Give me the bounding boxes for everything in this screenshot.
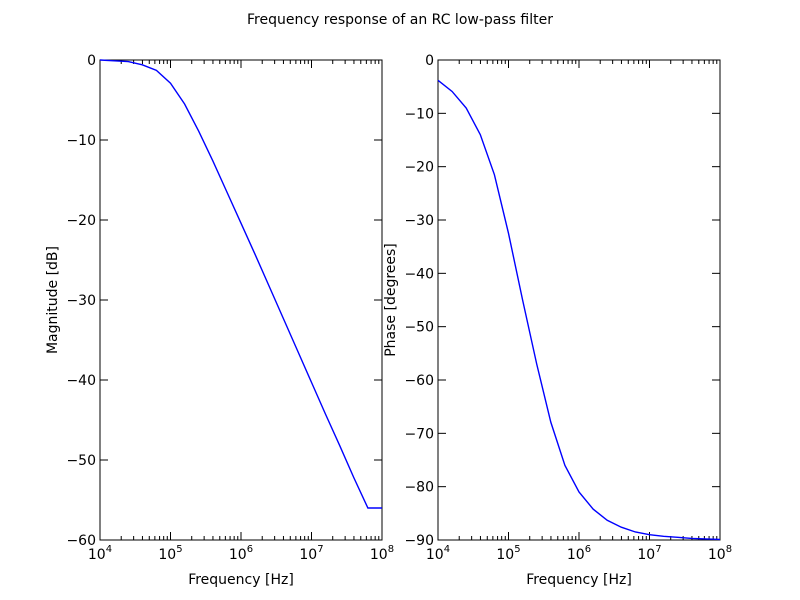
phase-panel: 104 105 106 107 1080−10−20−30−40−50−60−70−80…	[383, 53, 732, 588]
phase-ytick-label: −60	[404, 373, 434, 389]
phase-xtick-exponent: 7	[655, 544, 661, 555]
magnitude-ytick-label: −40	[66, 373, 96, 389]
phase-xtick-label: 105	[496, 544, 520, 563]
phase-axes-frame	[437, 59, 721, 541]
magnitude-y-axis-label: Magnitude [dB]	[45, 246, 61, 354]
phase-xtick-base: 10	[708, 547, 726, 563]
magnitude-ytick-label: −50	[66, 453, 96, 469]
phase-xtick-exponent: 4	[444, 544, 450, 555]
magnitude-x-axis-label: Frequency [Hz]	[188, 572, 294, 588]
phase-ytick-label: −50	[404, 320, 434, 336]
phase-ytick-label: −20	[404, 160, 434, 176]
phase-ytick-label: 0	[425, 53, 434, 69]
magnitude-xtick-label: 108	[370, 544, 394, 563]
magnitude-xtick-exponent: 8	[388, 544, 394, 555]
phase-xtick-base: 10	[637, 547, 655, 563]
magnitude-panel: 104 105 106 107 1080−10−20−30−40−50−60Freque…	[45, 53, 394, 588]
figure-title: Frequency response of an RC low-pass fil…	[247, 12, 553, 28]
phase-xtick-base: 10	[426, 547, 444, 563]
phase-xtick-exponent: 8	[726, 544, 732, 555]
phase-ytick-label: −80	[404, 480, 434, 496]
phase-x-axis-label: Frequency [Hz]	[526, 572, 632, 588]
magnitude-xtick-exponent: 6	[247, 544, 253, 555]
magnitude-xtick-base: 10	[88, 547, 106, 563]
magnitude-xtick-base: 10	[229, 547, 247, 563]
phase-xtick-label: 104	[426, 544, 450, 563]
phase-y-axis-label: Phase [degrees]	[383, 243, 399, 357]
magnitude-xtick-label: 107	[299, 544, 323, 563]
phase-xtick-exponent: 5	[514, 544, 520, 555]
magnitude-xtick-exponent: 4	[106, 544, 112, 555]
phase-xtick-base: 10	[496, 547, 514, 563]
phase-ytick-label: −30	[404, 213, 434, 229]
magnitude-ytick-label: −60	[66, 533, 96, 549]
magnitude-xtick-label: 106	[229, 544, 253, 563]
phase-ytick-label: −10	[404, 106, 434, 122]
magnitude-series-line	[99, 59, 382, 509]
phase-ytick-label: −40	[404, 266, 434, 282]
phase-xtick-label: 107	[637, 544, 661, 563]
phase-ytick-label: −70	[404, 426, 434, 442]
phase-xtick-label: 108	[708, 544, 732, 563]
phase-xtick-exponent: 6	[585, 544, 591, 555]
magnitude-xtick-base: 10	[158, 547, 176, 563]
phase-xtick-label: 106	[567, 544, 591, 563]
phase-xtick-base: 10	[567, 547, 585, 563]
phase-series-line	[437, 79, 721, 541]
magnitude-ytick-label: −10	[66, 133, 96, 149]
magnitude-ytick-label: −20	[66, 213, 96, 229]
phase-ytick-label: −90	[404, 533, 434, 549]
magnitude-ytick-label: −30	[66, 293, 96, 309]
magnitude-xtick-exponent: 7	[317, 544, 323, 555]
magnitude-axes-frame	[99, 59, 383, 541]
magnitude-xtick-base: 10	[299, 547, 317, 563]
magnitude-ytick-label: 0	[87, 53, 96, 69]
magnitude-xtick-label: 105	[158, 544, 182, 563]
magnitude-xtick-base: 10	[370, 547, 388, 563]
magnitude-xtick-exponent: 5	[176, 544, 182, 555]
magnitude-xtick-label: 104	[88, 544, 112, 563]
